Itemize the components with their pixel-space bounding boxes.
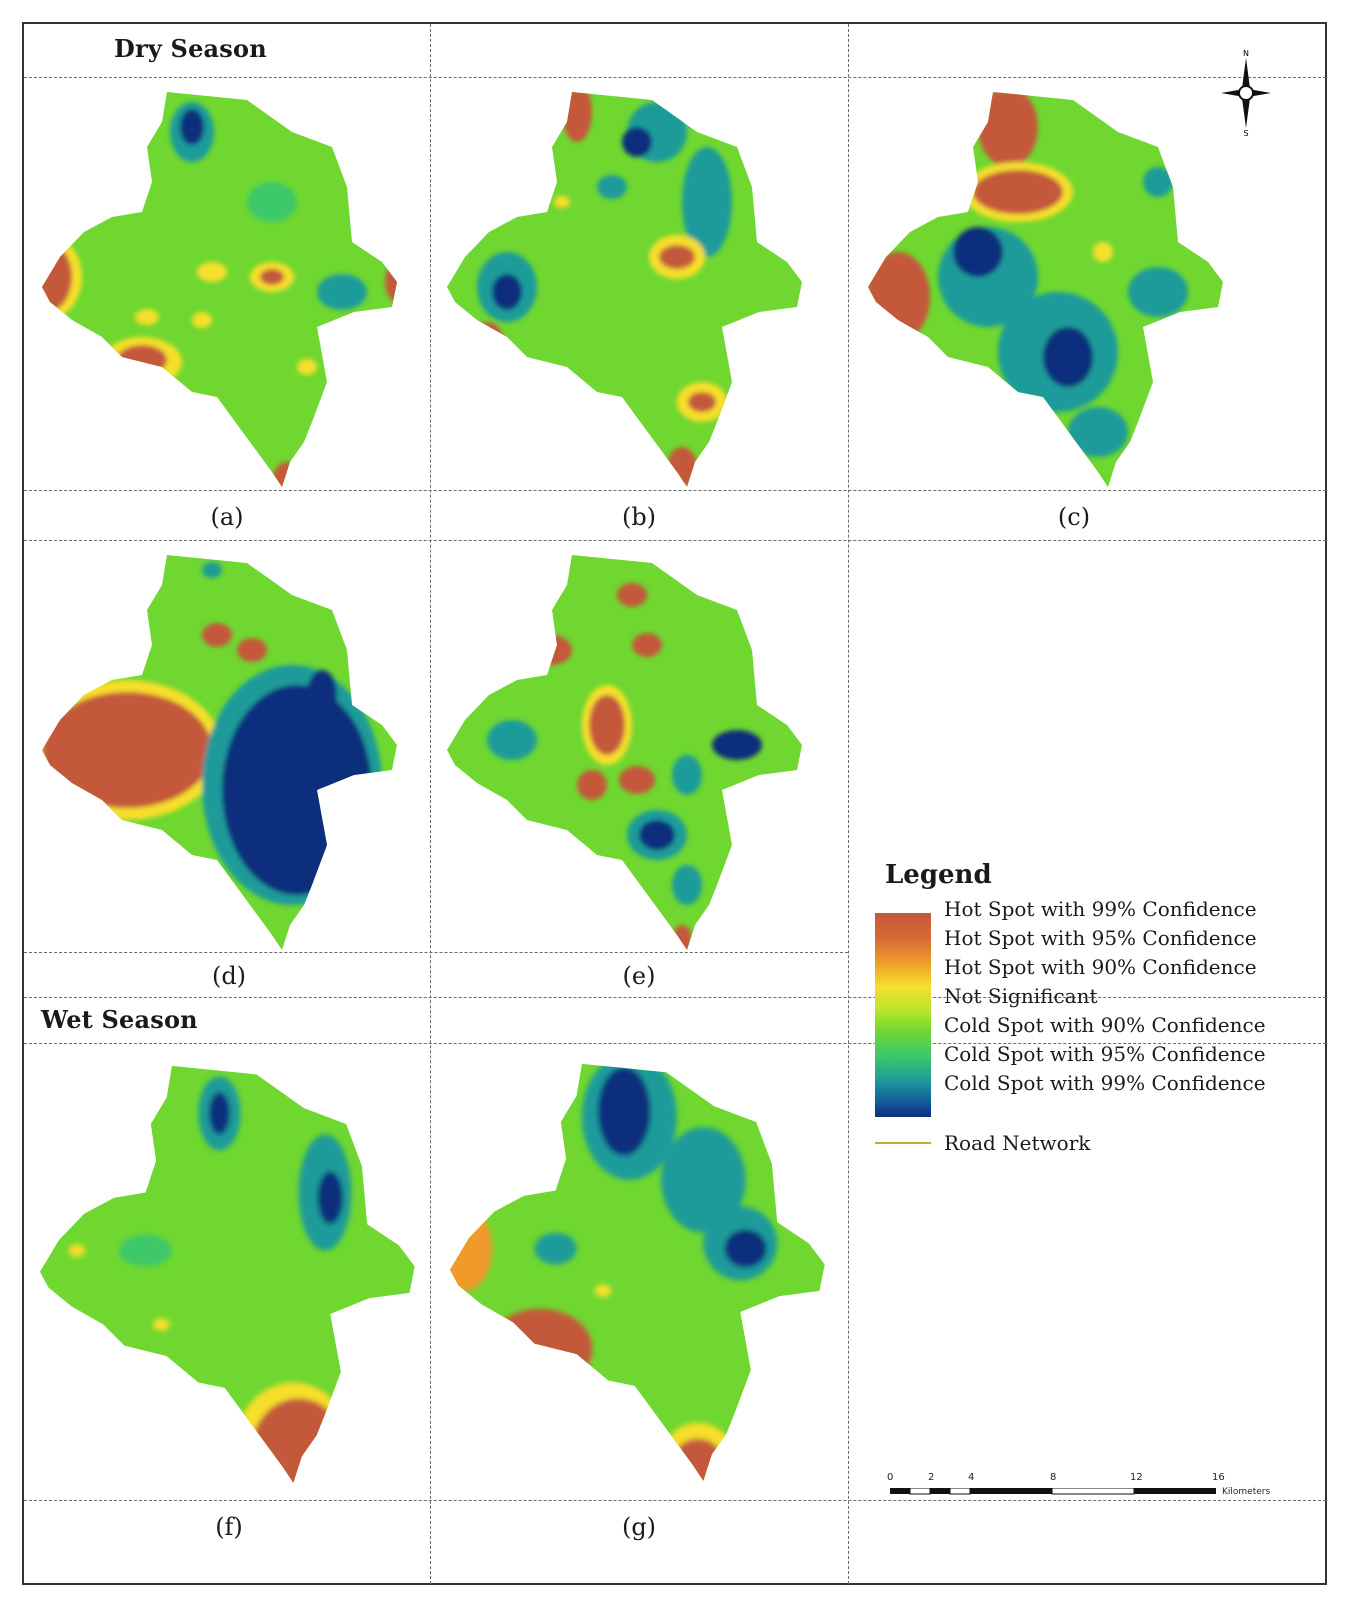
legend-entry-hot90: Hot Spot with 90% Confidence xyxy=(944,955,1257,979)
map-panel-g xyxy=(450,1063,825,1481)
map-panel-b xyxy=(447,92,802,487)
legend-entry-hot95: Hot Spot with 95% Confidence xyxy=(944,926,1257,950)
scale-tick-2: 2 xyxy=(928,1472,935,1483)
scale-tick-4: 4 xyxy=(968,1472,975,1483)
scale-tick-0: 0 xyxy=(887,1472,894,1483)
legend-road-line xyxy=(875,1142,931,1144)
map-panel-e xyxy=(447,555,802,950)
figure-frame xyxy=(22,22,1327,1585)
grid-divider xyxy=(24,490,1326,491)
grid-divider xyxy=(24,997,1326,998)
map-panel-a xyxy=(42,92,397,487)
legend-entry-cold99: Cold Spot with 99% Confidence xyxy=(944,1071,1266,1095)
dry-season-title: Dry Season xyxy=(114,34,267,63)
panel-label-e: (e) xyxy=(622,962,656,990)
panel-label-a: (a) xyxy=(210,503,244,531)
legend-color-ramp xyxy=(875,913,931,1117)
scale-unit: Kilometers xyxy=(1222,1487,1271,1497)
map-panel-d xyxy=(42,555,397,950)
grid-divider xyxy=(24,952,848,953)
map-panel-f xyxy=(40,1065,415,1483)
grid-divider xyxy=(24,1043,1326,1044)
legend-entry-not-significant: Not Significant xyxy=(944,984,1098,1008)
panel-label-c: (c) xyxy=(1057,503,1091,531)
scale-tick-8: 8 xyxy=(1050,1472,1057,1483)
grid-divider xyxy=(848,24,849,1584)
compass-n: N xyxy=(1243,49,1249,58)
scale-tick-16: 16 xyxy=(1212,1472,1225,1483)
legend-entry-road: Road Network xyxy=(944,1131,1091,1155)
legend-entry-cold95: Cold Spot with 95% Confidence xyxy=(944,1042,1266,1066)
legend-entry-cold90: Cold Spot with 90% Confidence xyxy=(944,1013,1266,1037)
grid-divider xyxy=(24,77,1326,78)
grid-divider xyxy=(430,24,431,1584)
panel-label-d: (d) xyxy=(211,962,247,990)
north-arrow-icon: N S W E xyxy=(1216,49,1271,138)
grid-divider xyxy=(24,1500,1326,1501)
legend-entry-hot99: Hot Spot with 99% Confidence xyxy=(944,897,1257,921)
panel-label-b: (b) xyxy=(621,503,657,531)
grid-divider xyxy=(24,540,1326,541)
panel-label-g: (g) xyxy=(621,1513,657,1541)
compass-s: S xyxy=(1243,129,1248,138)
wet-season-title: Wet Season xyxy=(41,1005,198,1034)
map-panel-c xyxy=(868,92,1223,487)
legend-title: Legend xyxy=(885,860,992,890)
scale-tick-12: 12 xyxy=(1130,1472,1143,1483)
panel-label-f: (f) xyxy=(215,1513,243,1541)
